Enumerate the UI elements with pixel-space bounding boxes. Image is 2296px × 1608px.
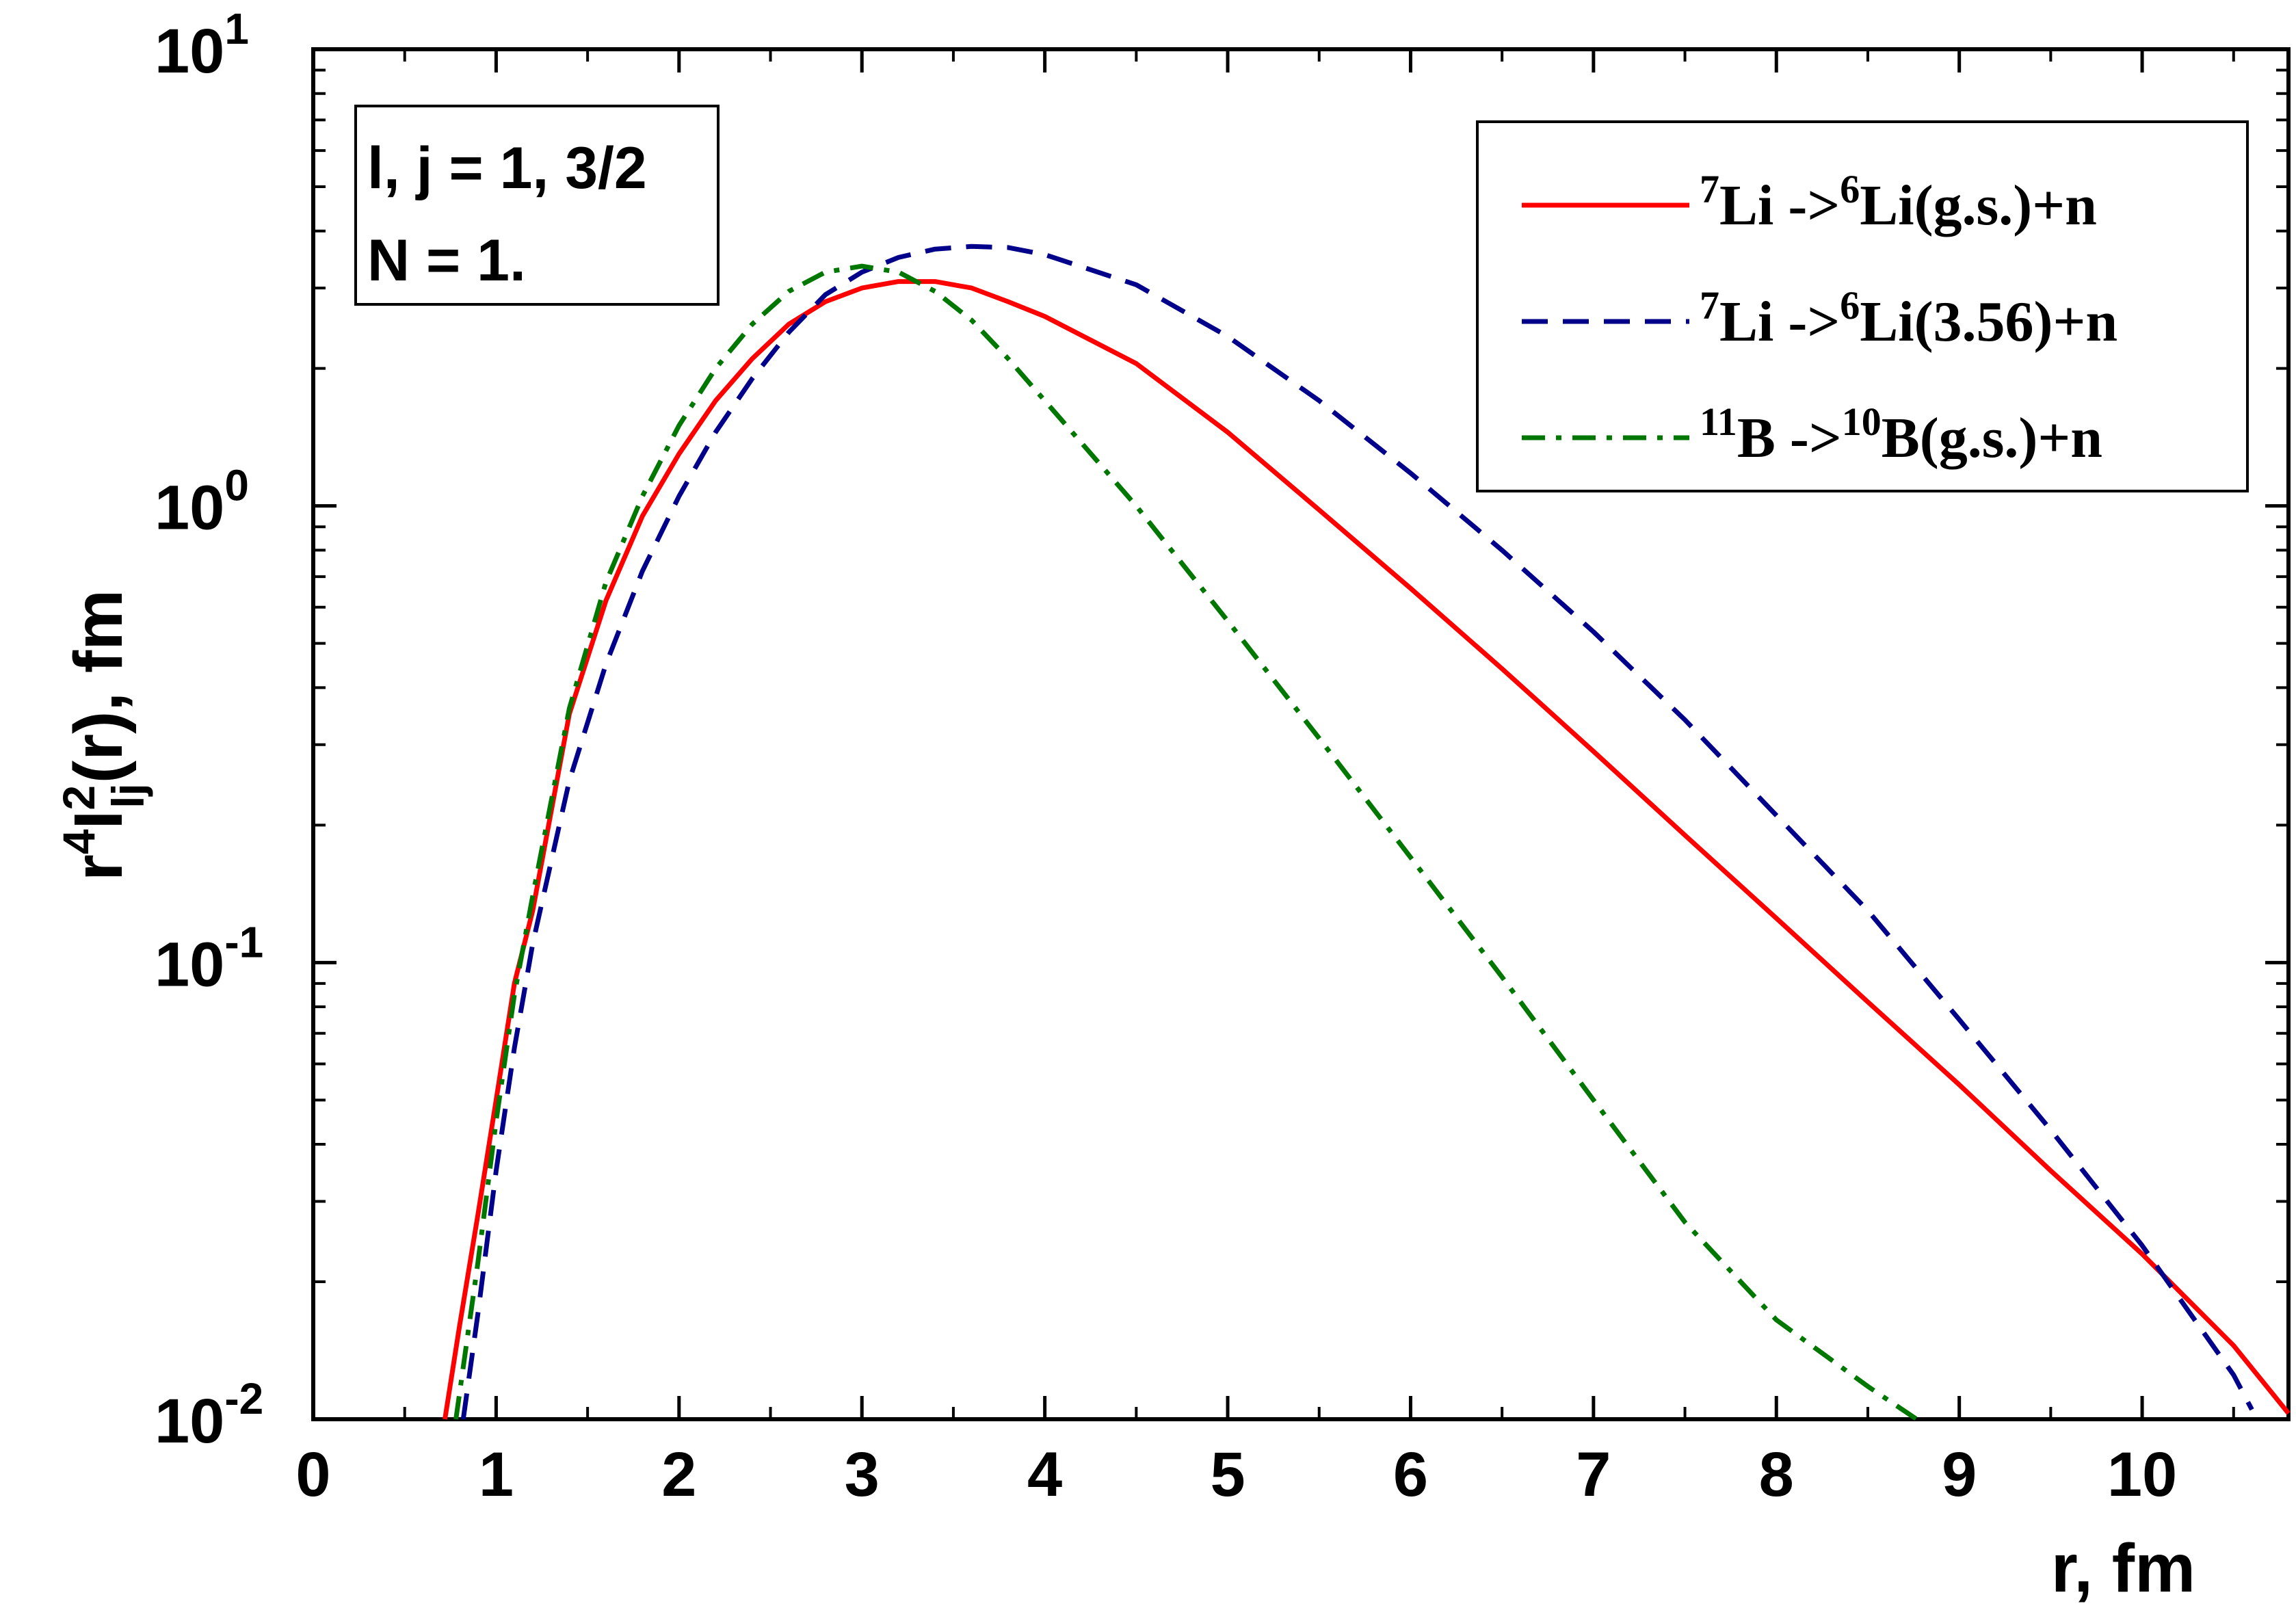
- x-tick-label: 8: [1759, 1440, 1794, 1510]
- x-tick-label: 4: [1027, 1440, 1062, 1510]
- info-box-frame: [354, 105, 720, 306]
- y-tick-label: 10-2: [155, 1374, 263, 1456]
- legend-label-3: 11B ->10B(g.s.)+n: [1700, 399, 2102, 471]
- legend-frame: [1476, 120, 2249, 492]
- x-tick-label: 2: [661, 1440, 696, 1510]
- y-tick-label: 101: [155, 4, 249, 86]
- x-axis-ticks: 0 1 2 3 4 5 6 7 8 9 10: [295, 49, 2235, 1510]
- info-box: l, j = 1, 3/2 N = 1.: [354, 105, 720, 306]
- legend-label-2: 7Li ->6Li(3.56)+n: [1700, 283, 2117, 354]
- y-tick-label: 100: [155, 461, 249, 543]
- y-axis-label: r4I2lj(r), fm: [53, 590, 153, 881]
- x-tick-label: 10: [2107, 1440, 2177, 1510]
- legend: 7Li ->6Li(g.s.)+n 7Li ->6Li(3.56)+n 11B ->…: [1476, 120, 2249, 492]
- x-tick-label: 6: [1393, 1440, 1428, 1510]
- info-line-2: N = 1.: [367, 228, 526, 293]
- info-line-1: l, j = 1, 3/2: [367, 135, 647, 201]
- x-tick-label: 0: [295, 1440, 330, 1510]
- series-layer: [443, 243, 2291, 1425]
- x-axis-label: r, fm: [2051, 1530, 2195, 1607]
- plot-frame: [311, 47, 2291, 1421]
- x-tick-label: 1: [479, 1440, 514, 1510]
- x-tick-label: 5: [1210, 1440, 1245, 1510]
- x-tick-label: 3: [845, 1440, 880, 1510]
- y-tick-label: 10-1: [155, 917, 263, 999]
- series-line-3: [453, 263, 1925, 1425]
- x-tick-label: 9: [1942, 1440, 1977, 1510]
- x-tick-label: 7: [1576, 1440, 1611, 1510]
- series-line-2: [460, 243, 2254, 1420]
- legend-label-1: 7Li ->6Li(g.s.)+n: [1700, 167, 2097, 238]
- y-axis-ticks: 10-2 10-1 100 101: [155, 4, 2288, 1456]
